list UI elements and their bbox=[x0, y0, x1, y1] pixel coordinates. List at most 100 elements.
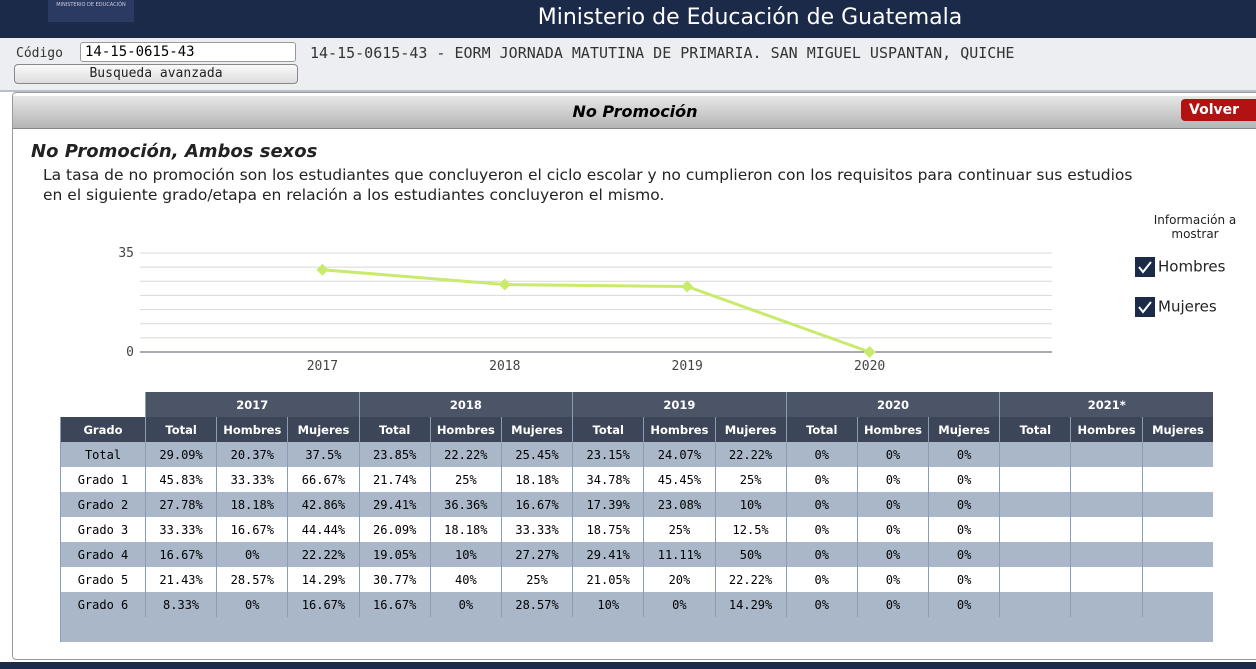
cell: 33.33% bbox=[144, 517, 217, 542]
cell: 0% bbox=[928, 467, 1000, 492]
cell: 25% bbox=[429, 467, 502, 492]
cell bbox=[1070, 467, 1143, 492]
table-row: Grado 5 21.43% 28.57% 14.29% 30.77% 40% 25% 21.… bbox=[60, 567, 1214, 592]
cell: 22.22% bbox=[287, 542, 360, 567]
cell: 33.33% bbox=[216, 467, 288, 492]
option[interactable]: Mujeres bbox=[1135, 297, 1217, 317]
subheader: Mujeres bbox=[1141, 417, 1214, 442]
cell: 33.33% bbox=[500, 517, 573, 542]
subheader: Hombres bbox=[856, 417, 929, 442]
options-title: Información a mostrar bbox=[1153, 213, 1237, 241]
filler-row bbox=[60, 617, 1214, 642]
data-table: 2017 2018 2019 2020 2021* Grado Total Hombres Mu… bbox=[60, 392, 1214, 642]
cell: 0% bbox=[856, 542, 929, 567]
cell: 18.75% bbox=[572, 517, 644, 542]
option-label: Hombres bbox=[1158, 257, 1226, 276]
cell: 10% bbox=[572, 592, 644, 617]
cell: 16.67% bbox=[216, 517, 288, 542]
cell: 11.11% bbox=[643, 542, 715, 567]
cell bbox=[1141, 492, 1214, 517]
cell bbox=[1070, 442, 1143, 467]
cell bbox=[1141, 442, 1214, 467]
subheader: Hombres bbox=[643, 417, 715, 442]
table-row: Grado 1 45.83% 33.33% 66.67% 21.74% 25% 18.18%… bbox=[60, 467, 1214, 492]
back-button[interactable]: Volver bbox=[1181, 99, 1256, 121]
checkbox[interactable] bbox=[1135, 257, 1155, 277]
cell: 0% bbox=[785, 517, 858, 542]
cell bbox=[1141, 542, 1214, 567]
cell: 0% bbox=[785, 442, 858, 467]
row-label: Grado 1 bbox=[60, 467, 146, 492]
year-header: 2019 bbox=[572, 392, 787, 417]
footer-bar bbox=[0, 662, 1256, 669]
subheader: Total bbox=[572, 417, 644, 442]
cell: 0% bbox=[216, 542, 288, 567]
cell: 0% bbox=[785, 492, 858, 517]
site-title: Ministerio de Educación de Guatemala bbox=[537, 5, 963, 30]
table-row: Grado 4 16.67% 0% 22.22% 19.05% 10% 27.27% 29.4… bbox=[60, 542, 1214, 567]
cell: 0% bbox=[856, 567, 929, 592]
cell bbox=[999, 517, 1071, 542]
cell: 29.09% bbox=[144, 442, 217, 467]
cell: 0% bbox=[856, 517, 929, 542]
code-input[interactable]: 14-15-0615-43 bbox=[80, 42, 296, 62]
subtitle: No Promoción, Ambos sexos bbox=[31, 141, 318, 162]
subheader: Total bbox=[144, 417, 217, 442]
year-header: 2017 bbox=[145, 392, 360, 417]
cell: 18.18% bbox=[500, 467, 573, 492]
row-label: Grado 6 bbox=[60, 592, 146, 617]
cell: 17.39% bbox=[572, 492, 644, 517]
description: La tasa de no promoción son los estudian… bbox=[43, 166, 1133, 204]
cell: 10% bbox=[714, 492, 787, 517]
cell: 27.27% bbox=[500, 542, 573, 567]
cell: 26.09% bbox=[358, 517, 431, 542]
cell: 14.29% bbox=[287, 567, 360, 592]
cell: 0% bbox=[856, 592, 929, 617]
cell: 18.18% bbox=[429, 517, 502, 542]
table-row: Grado 6 8.33% 0% 16.67% 16.67% 0% 28.57% 10% 0% 1… bbox=[60, 592, 1214, 617]
table-row: Total 29.09% 20.37% 37.5% 23.85% 22.22% 25.45%… bbox=[60, 442, 1214, 467]
table-row: Grado 3 33.33% 16.67% 44.44% 26.09% 18.18% 33.… bbox=[60, 517, 1214, 542]
x-tick-label: 2020 bbox=[854, 359, 885, 374]
cell: 0% bbox=[785, 467, 858, 492]
checkbox[interactable] bbox=[1135, 297, 1155, 317]
row-label: Grado 4 bbox=[60, 542, 146, 567]
cell bbox=[999, 567, 1071, 592]
cell: 0% bbox=[928, 442, 1000, 467]
cell bbox=[1070, 592, 1143, 617]
cell: 0% bbox=[856, 442, 929, 467]
cell: 22.22% bbox=[429, 442, 502, 467]
cell: 0% bbox=[928, 542, 1000, 567]
corner bbox=[61, 392, 146, 417]
cell bbox=[1141, 467, 1214, 492]
cell: 0% bbox=[785, 567, 858, 592]
search-bar: Código 14-15-0615-43 14-15-0615-43 - EOR… bbox=[0, 38, 1256, 92]
panel: No Promoción Volver No Promoción, Ambos … bbox=[12, 92, 1256, 660]
row-label: Grado 5 bbox=[60, 567, 146, 592]
cell: 37.5% bbox=[287, 442, 360, 467]
cell: 34.78% bbox=[572, 467, 644, 492]
cell: 24.07% bbox=[643, 442, 715, 467]
y-tick-label: 35 bbox=[118, 246, 134, 261]
cell: 25% bbox=[643, 517, 715, 542]
cell: 16.67% bbox=[358, 592, 431, 617]
subheader: Mujeres bbox=[714, 417, 787, 442]
cell: 28.57% bbox=[216, 567, 288, 592]
cell: 22.22% bbox=[714, 567, 787, 592]
cell bbox=[1070, 492, 1143, 517]
cell bbox=[999, 442, 1071, 467]
cell bbox=[1141, 592, 1214, 617]
option[interactable]: Hombres bbox=[1135, 257, 1225, 277]
cell bbox=[1070, 567, 1143, 592]
cell bbox=[1141, 517, 1214, 542]
advanced-search-button[interactable]: Busqueda avanzada bbox=[14, 64, 298, 84]
cell: 0% bbox=[785, 592, 858, 617]
subheader: Hombres bbox=[216, 417, 288, 442]
cell: 29.41% bbox=[572, 542, 644, 567]
cell: 30.77% bbox=[358, 567, 431, 592]
cell: 28.57% bbox=[500, 592, 573, 617]
cell: 22.22% bbox=[714, 442, 787, 467]
cell: 12.5% bbox=[714, 517, 787, 542]
cell: 42.86% bbox=[287, 492, 360, 517]
